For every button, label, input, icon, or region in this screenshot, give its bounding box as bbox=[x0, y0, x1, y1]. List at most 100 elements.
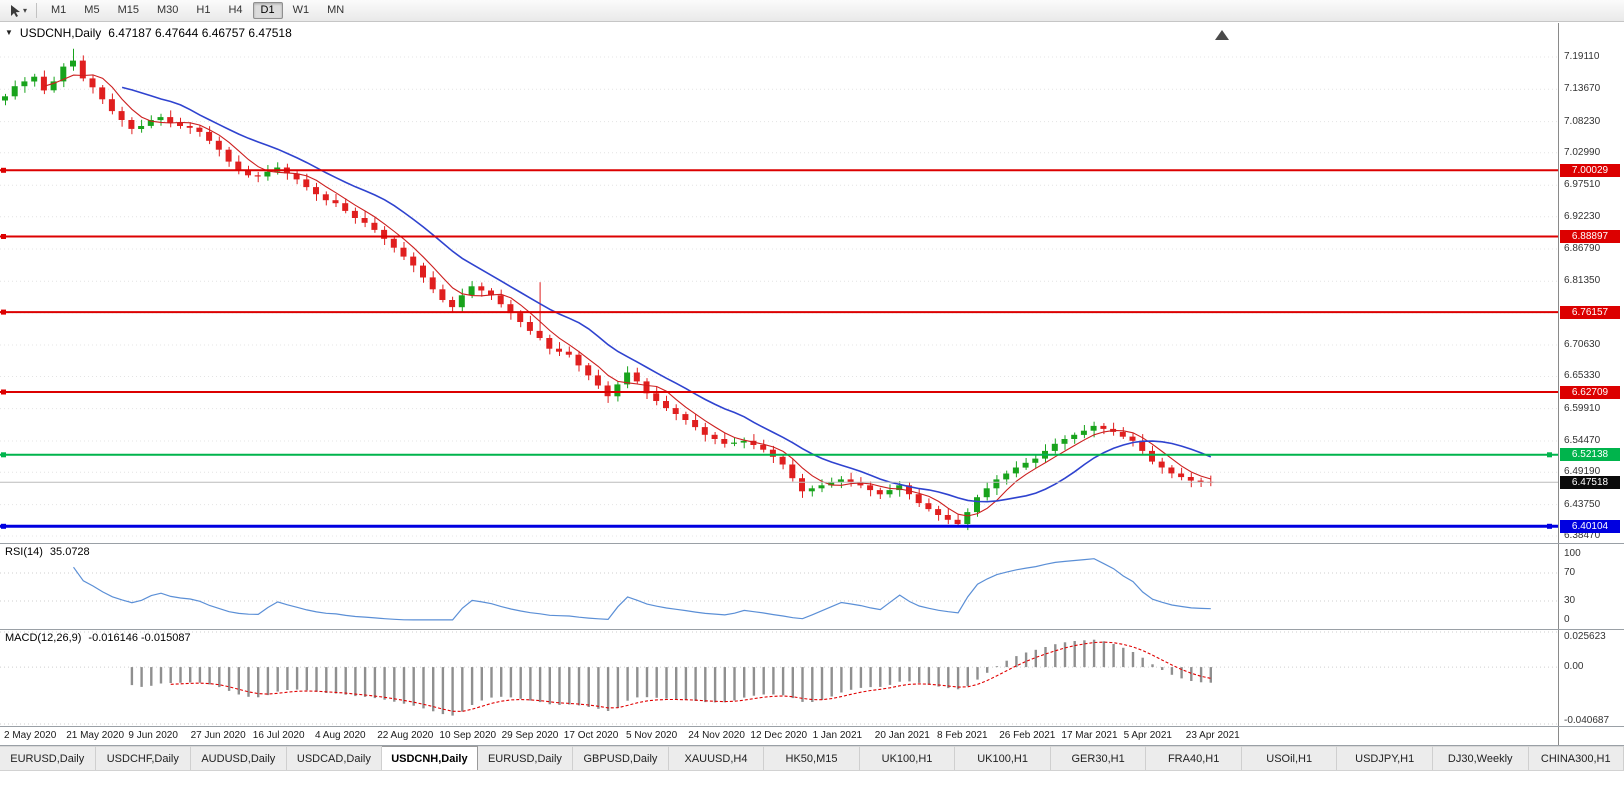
price-axis-tick: 6.59910 bbox=[1564, 402, 1601, 414]
timeframe-buttons-group: M1 M5 M15 M30 H1 H4 D1 W1 MN bbox=[42, 2, 353, 19]
cursor-tool-button[interactable]: ▾ bbox=[4, 2, 31, 20]
timeframe-button-MN[interactable]: MN bbox=[327, 4, 345, 16]
timeframe-toolbar: ▾ M1 M5 M15 M30 H1 H4 D1 W1 MN bbox=[0, 0, 1624, 22]
chart-tab-UK100-H1[interactable]: UK100,H1 bbox=[955, 746, 1051, 770]
chart-symbol-period: USDCNH,Daily bbox=[19, 26, 102, 40]
date-axis-label: 21 May 2020 bbox=[66, 730, 125, 741]
macd-axis-tick: 0.025623 bbox=[1564, 631, 1606, 642]
price-axis[interactable]: 7.19110 7.13670 7.08230 7.02990 6.97510 6.922… bbox=[1558, 23, 1624, 745]
rsi-axis-tick: 30 bbox=[1564, 595, 1576, 606]
chart-tabs-bar: EURUSD,Daily USDCHF,Daily AUDUSD,Daily USDC… bbox=[0, 746, 1624, 770]
date-axis-label: 20 Jan 2021 bbox=[874, 730, 930, 741]
macd-plot bbox=[0, 631, 1558, 725]
timeframe-button-M5[interactable]: M5 bbox=[84, 4, 100, 16]
timeframe-button-M30[interactable]: M30 bbox=[156, 4, 179, 16]
timeframe-button-W1[interactable]: W1 bbox=[292, 4, 310, 16]
dropdown-caret-icon: ▾ bbox=[23, 5, 28, 15]
pane-resize-handle[interactable] bbox=[0, 629, 1624, 630]
price-axis-tick: 7.02990 bbox=[1564, 146, 1601, 158]
date-axis-label: 16 Jul 2020 bbox=[252, 730, 305, 741]
chart-title: ▼ USDCNH,Daily 6.47187 6.47644 6.46757 6… bbox=[5, 26, 292, 40]
timeframe-button-D1[interactable]: D1 bbox=[252, 2, 283, 19]
price-level-label-6.52138: 6.52138 bbox=[1560, 448, 1620, 462]
time-axis[interactable]: 2 May 2020 21 May 2020 9 Jun 2020 27 Jun 20… bbox=[0, 727, 1558, 745]
chart-tab-USOil-H1[interactable]: USOil,H1 bbox=[1241, 746, 1338, 770]
one-click-trading-toggle-icon[interactable]: ▼ bbox=[5, 28, 13, 37]
date-axis-label: 8 Feb 2021 bbox=[937, 730, 988, 741]
date-axis-label: 23 Apr 2021 bbox=[1185, 730, 1240, 741]
macd-name: MACD(12,26,9) bbox=[5, 632, 82, 644]
rsi-axis-tick: 70 bbox=[1564, 567, 1576, 578]
price-axis-tick: 6.97510 bbox=[1564, 179, 1601, 191]
price-axis-tick: 6.54470 bbox=[1564, 434, 1601, 446]
axis-bottom-border bbox=[0, 745, 1624, 746]
date-axis-label: 12 Dec 2020 bbox=[750, 730, 808, 741]
timeframe-button-M15[interactable]: M15 bbox=[117, 4, 139, 16]
date-axis-label: 1 Jan 2021 bbox=[812, 730, 863, 741]
chart-tab-HK50-M15[interactable]: HK50,M15 bbox=[764, 746, 860, 770]
price-axis-tick: 6.38470 bbox=[1564, 530, 1601, 541]
chart-tab-XAUUSD-H4[interactable]: XAUUSD,H4 bbox=[668, 746, 765, 770]
rsi-value: 35.0728 bbox=[49, 546, 90, 558]
date-axis-label: 24 Nov 2020 bbox=[688, 730, 745, 741]
date-axis-label: 4 Aug 2020 bbox=[315, 730, 366, 741]
price-axis-tick: 6.92230 bbox=[1564, 210, 1601, 222]
macd-axis-tick: 0.00 bbox=[1564, 661, 1584, 673]
candlestick-chart[interactable] bbox=[0, 23, 1558, 543]
date-axis-label: 27 Jun 2020 bbox=[190, 730, 246, 741]
chart-tab-GER30-H1[interactable]: GER30,H1 bbox=[1050, 746, 1147, 770]
rsi-axis-tick: 0 bbox=[1564, 613, 1570, 625]
toolbar-separator bbox=[36, 3, 38, 18]
price-axis-tick: 7.08230 bbox=[1564, 115, 1601, 127]
chart-shift-marker[interactable] bbox=[1215, 30, 1229, 40]
pane-resize-handle[interactable] bbox=[0, 543, 1624, 544]
timeframe-button-H4[interactable]: H4 bbox=[228, 4, 243, 16]
chart-tab-UK100-H1[interactable]: UK100,H1 bbox=[859, 746, 956, 770]
price-level-label-6.76157: 6.76157 bbox=[1560, 305, 1620, 319]
date-axis-label: 29 Sep 2020 bbox=[501, 730, 559, 741]
price-level-label-6.62709: 6.62709 bbox=[1560, 385, 1620, 399]
pane-resize-handle[interactable] bbox=[0, 726, 1624, 727]
macd-values: -0.016146 -0.015087 bbox=[88, 632, 191, 644]
chart-tab-AUDUSD-Daily[interactable]: AUDUSD,Daily bbox=[191, 746, 287, 770]
price-axis-tick: 7.19110 bbox=[1564, 51, 1600, 62]
chart-tab-CHINA300-H1[interactable]: CHINA300,H1 bbox=[1528, 746, 1624, 770]
price-axis-tick: 7.13670 bbox=[1564, 83, 1601, 95]
macd-indicator-pane[interactable]: MACD(12,26,9) -0.016146 -0.015087 bbox=[0, 630, 1558, 726]
timeframe-button-M1[interactable]: M1 bbox=[51, 4, 67, 16]
date-axis-label: 9 Jun 2020 bbox=[128, 730, 178, 741]
date-axis-label: 2 May 2020 bbox=[4, 730, 57, 741]
rsi-plot bbox=[0, 558, 1558, 621]
price-level-label-7.00029: 7.00029 bbox=[1560, 163, 1620, 177]
chart-tab-GBPUSD-Daily[interactable]: GBPUSD,Daily bbox=[573, 746, 669, 770]
macd-label: MACD(12,26,9) -0.016146 -0.015087 bbox=[5, 632, 191, 644]
cursor-icon bbox=[11, 4, 20, 17]
timeframe-button-H1[interactable]: H1 bbox=[196, 4, 211, 16]
price-level-label-6.40104: 6.40104 bbox=[1560, 519, 1620, 533]
price-axis-tick: 6.43750 bbox=[1564, 498, 1601, 510]
rsi-name: RSI(14) bbox=[5, 546, 43, 558]
chart-tab-FRA40-H1[interactable]: FRA40,H1 bbox=[1146, 746, 1242, 770]
date-axis-label: 17 Mar 2021 bbox=[1061, 730, 1118, 741]
rsi-label: RSI(14) 35.0728 bbox=[5, 546, 90, 558]
chart-tab-EURUSD-Daily[interactable]: EURUSD,Daily bbox=[477, 746, 574, 770]
chart-tab-EURUSD-Daily[interactable]: EURUSD,Daily bbox=[0, 746, 96, 770]
date-axis-label: 5 Nov 2020 bbox=[626, 730, 678, 741]
price-level-label-6.88897: 6.88897 bbox=[1560, 229, 1620, 243]
rsi-indicator-pane[interactable]: RSI(14) 35.0728 bbox=[0, 544, 1558, 629]
chart-tab-USDCHF-Daily[interactable]: USDCHF,Daily bbox=[95, 746, 192, 770]
chart-tab-USDJPY-H1[interactable]: USDJPY,H1 bbox=[1337, 746, 1433, 770]
chart-ohlc-quote: 6.47187 6.47644 6.46757 6.47518 bbox=[108, 26, 292, 40]
main-chart-pane[interactable]: ▼ USDCNH,Daily 6.47187 6.47644 6.46757 6… bbox=[0, 23, 1558, 543]
price-axis-tick: 6.65330 bbox=[1564, 370, 1601, 382]
chart-tab-USDCAD-Daily[interactable]: USDCAD,Daily bbox=[286, 746, 383, 770]
chart-tab-USDCNH-Daily[interactable]: USDCNH,Daily bbox=[382, 746, 478, 770]
chart-tab-DJ30-Weekly[interactable]: DJ30,Weekly bbox=[1432, 746, 1529, 770]
price-level-label-6.47518: 6.47518 bbox=[1560, 475, 1620, 489]
date-axis-label: 5 Apr 2021 bbox=[1123, 730, 1172, 741]
macd-axis-tick: -0.040687 bbox=[1564, 715, 1610, 726]
date-axis-label: 17 Oct 2020 bbox=[563, 730, 619, 741]
price-axis-tick: 6.81350 bbox=[1564, 275, 1601, 287]
date-axis-label: 10 Sep 2020 bbox=[439, 730, 497, 741]
